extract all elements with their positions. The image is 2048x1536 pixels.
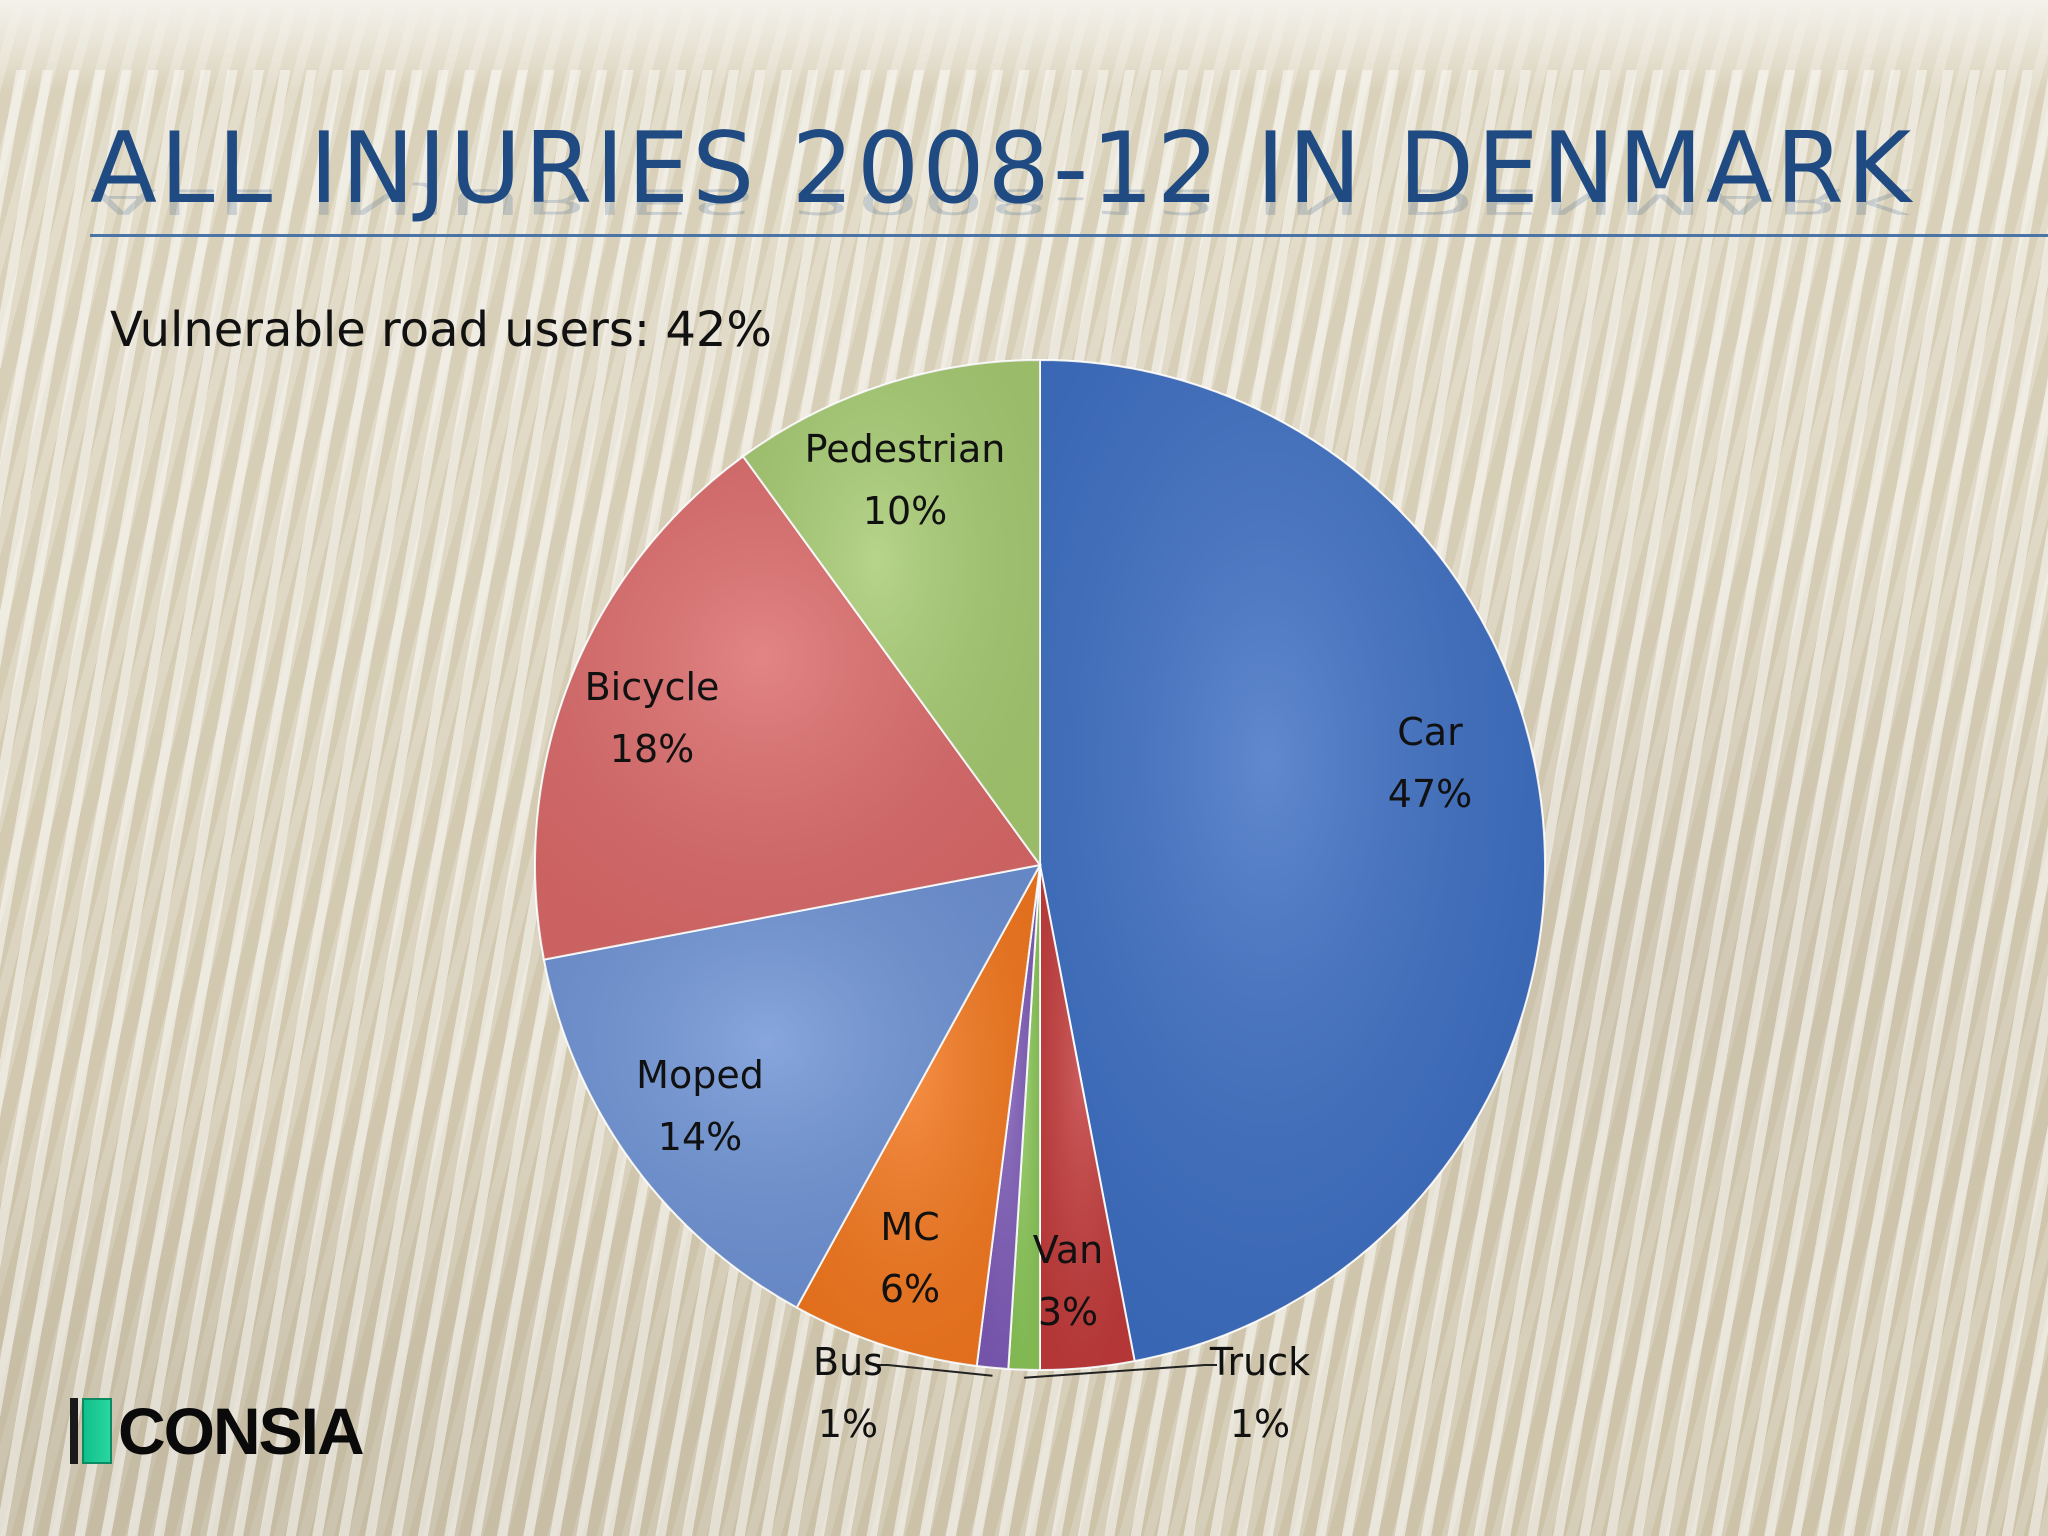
pie-labels: Car 47% Van 3% Truck 1% Bus 1% MC 6% Moped 14% Bicyc… [585, 427, 1473, 1446]
leader-line-truck [1024, 1364, 1217, 1379]
slice-label-value-moped: 14% [658, 1115, 742, 1159]
slice-label-name-car: Car [1397, 710, 1463, 754]
pie-slice-shade-bicycle [535, 456, 1040, 960]
pie-slice-shade-mc [796, 865, 1040, 1367]
slice-label-value-truck: 1% [1230, 1402, 1290, 1446]
consia-logo: CONSIA [70, 1394, 365, 1468]
pie-slices [534, 358, 1546, 1372]
slice-label-value-mc: 6% [880, 1267, 940, 1311]
slice-label-value-bicycle: 18% [610, 727, 694, 771]
logo-bar-icon [70, 1398, 78, 1464]
slice-label-name-truck: Truck [1209, 1340, 1310, 1384]
logo-block-icon [82, 1398, 112, 1464]
slice-label-value-van: 3% [1038, 1290, 1098, 1334]
slice-label-name-pedestrian: Pedestrian [805, 427, 1006, 471]
slice-label-name-bus: Bus [813, 1340, 883, 1384]
slice-label-value-car: 47% [1388, 772, 1472, 816]
slice-label-name-bicycle: Bicycle [585, 665, 720, 709]
slice-label-name-mc: MC [880, 1205, 939, 1249]
top-band [0, 0, 2048, 90]
logo-text: CONSIA [118, 1394, 365, 1468]
slice-label-value-pedestrian: 10% [863, 489, 947, 533]
title-divider [90, 234, 2048, 237]
slice-label-name-van: Van [1033, 1228, 1103, 1272]
pie-slice-shade-car [1040, 360, 1546, 1362]
pie-slice-shade-van [1040, 865, 1135, 1370]
pie-slice-shade-pedestrian [743, 360, 1040, 865]
leader-line-bus [876, 1364, 993, 1377]
page-title: ALL INJURIES 2008-12 IN DENMARK [90, 112, 1915, 226]
slice-label-value-bus: 1% [818, 1402, 878, 1446]
slice-label-name-moped: Moped [636, 1053, 764, 1097]
pie-leader-lines [876, 1364, 1217, 1379]
pie-slice-shade-moped [543, 865, 1040, 1308]
subtitle: Vulnerable road users: 42% [110, 302, 773, 358]
